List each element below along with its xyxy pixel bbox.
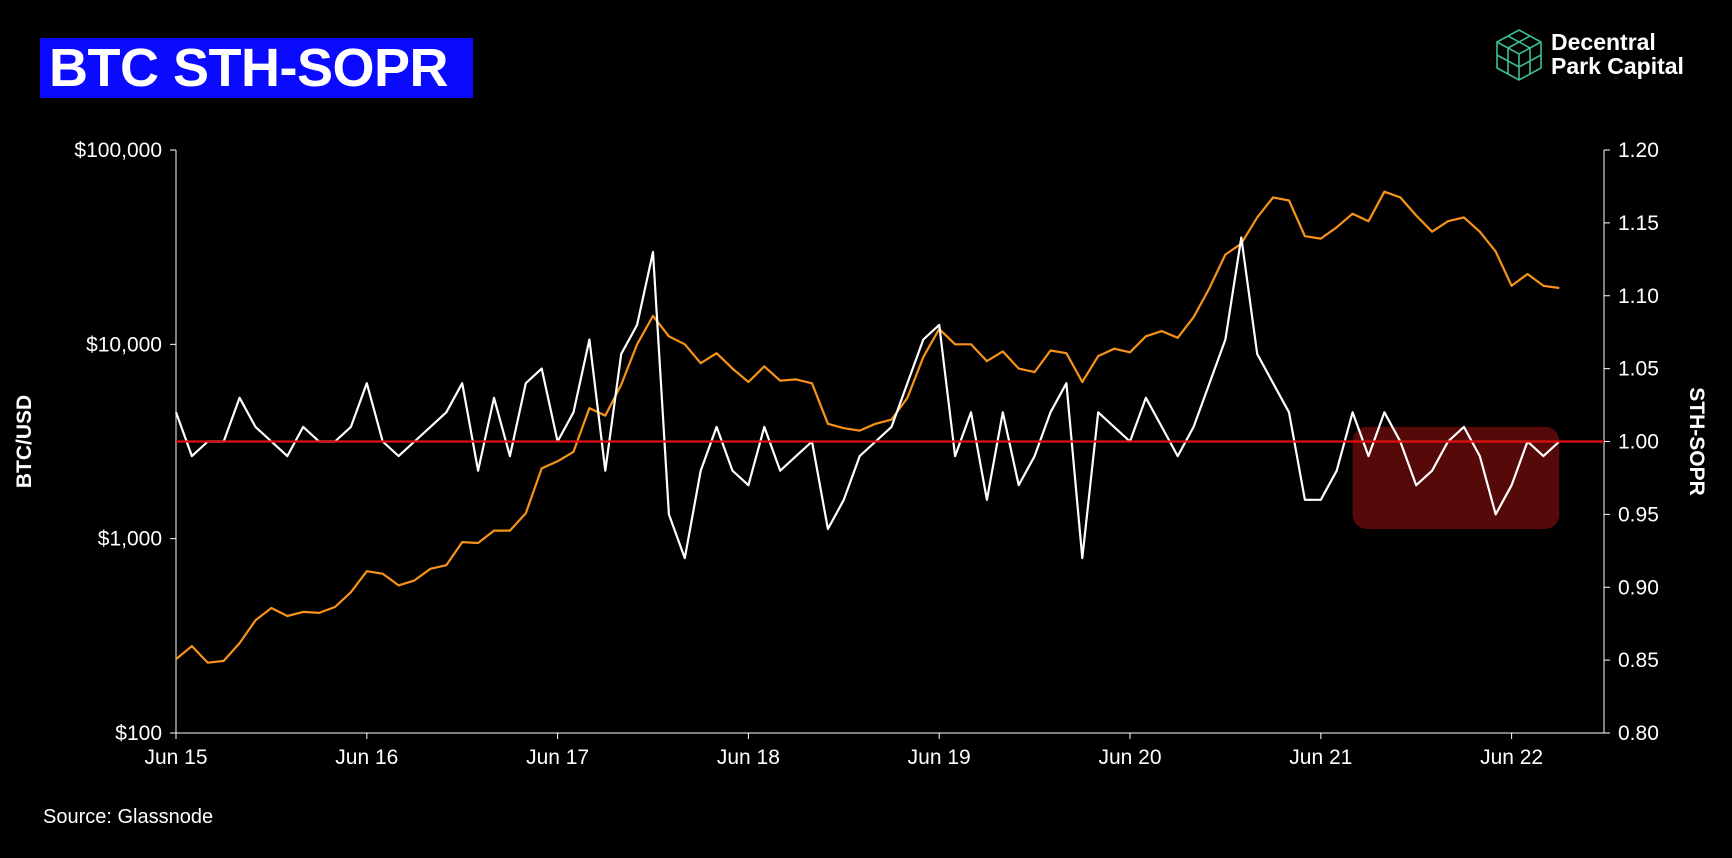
btc-price-line xyxy=(175,190,1560,664)
series-group xyxy=(174,190,1561,664)
x-tick-label: Jun 22 xyxy=(1480,746,1543,769)
logo-text: Decentral Park Capital xyxy=(1551,30,1684,78)
left-tick-label: $100,000 xyxy=(74,139,162,162)
cube-logo-icon xyxy=(1496,29,1542,81)
x-tick-label: Jun 17 xyxy=(526,746,589,769)
right-tick-label: 0.85 xyxy=(1618,649,1659,672)
logo-line-1: Decentral xyxy=(1551,29,1656,55)
left-tick-label: $10,000 xyxy=(86,333,162,356)
chart-title: BTC STH-SOPR xyxy=(49,38,449,98)
left-tick-label: $100 xyxy=(115,722,162,745)
x-tick-label: Jun 15 xyxy=(144,746,207,769)
axis-labels: $100,000 $10,000 $1,000 $100 1.20 1.15 1.10 1.0… xyxy=(13,139,1708,769)
right-tick-label: 1.15 xyxy=(1618,212,1659,235)
x-tick-label: Jun 21 xyxy=(1289,746,1352,769)
x-tick-label: Jun 16 xyxy=(335,746,398,769)
right-tick-label: 0.80 xyxy=(1618,722,1659,745)
x-tick-label: Jun 19 xyxy=(908,746,971,769)
title-box: BTC STH-SOPR xyxy=(40,38,473,98)
left-tick-label: $1,000 xyxy=(98,528,162,551)
brand-logo: Decentral Park Capital xyxy=(1493,25,1713,85)
x-tick-label: Jun 18 xyxy=(717,746,780,769)
right-tick-label: 0.95 xyxy=(1618,503,1659,526)
right-tick-label: 1.05 xyxy=(1618,358,1659,381)
left-axis-title: BTC/USD xyxy=(13,395,36,488)
right-tick-label: 1.20 xyxy=(1618,139,1659,162)
right-tick-label: 1.10 xyxy=(1618,285,1659,308)
logo-line-2: Park Capital xyxy=(1551,53,1684,79)
source-note: Source: Glassnode xyxy=(43,806,214,828)
right-tick-label: 0.90 xyxy=(1618,576,1659,599)
right-axis-title: STH-SOPR xyxy=(1685,387,1708,496)
sth-sopr-line xyxy=(174,236,1561,560)
right-tick-label: 1.00 xyxy=(1618,431,1659,454)
x-tick-label: Jun 20 xyxy=(1098,746,1161,769)
